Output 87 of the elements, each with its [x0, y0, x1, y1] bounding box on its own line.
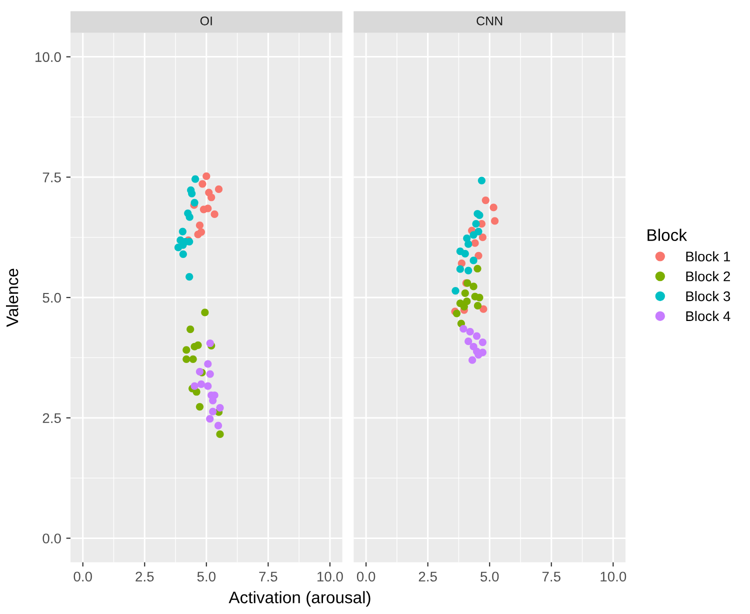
- point: [468, 356, 476, 364]
- point: [190, 198, 198, 206]
- point: [464, 240, 472, 248]
- point: [189, 355, 197, 363]
- point: [461, 289, 469, 297]
- point: [197, 380, 206, 388]
- point: [179, 250, 187, 258]
- legend-label: Block 1: [686, 251, 730, 262]
- point: [206, 415, 214, 423]
- point: [196, 221, 204, 230]
- point: [478, 234, 486, 242]
- point: [482, 196, 490, 204]
- point: [182, 346, 190, 354]
- point: [490, 217, 499, 225]
- y-tick-label: 0.0: [42, 534, 61, 544]
- point: [470, 231, 478, 239]
- legend-label: Block 2: [686, 271, 730, 282]
- point: [464, 266, 472, 274]
- y-tick-label: 2.5: [42, 413, 61, 424]
- point: [461, 250, 469, 258]
- point: [216, 430, 224, 438]
- point: [470, 282, 478, 290]
- point: [474, 264, 482, 272]
- point: [471, 239, 479, 247]
- legend-label: Block 3: [686, 291, 730, 302]
- point: [204, 204, 212, 212]
- point: [196, 402, 204, 411]
- point: [208, 194, 216, 202]
- point: [196, 368, 204, 376]
- x-tick-label: 2.5: [136, 572, 154, 582]
- point: [194, 230, 202, 238]
- point: [186, 325, 194, 334]
- x-tick-label: 7.5: [259, 572, 278, 582]
- point: [456, 265, 464, 273]
- point: [472, 220, 480, 228]
- point: [472, 332, 481, 340]
- point: [194, 341, 202, 349]
- point: [216, 404, 224, 412]
- point: [476, 294, 484, 302]
- x-tick-label: 7.5: [542, 572, 560, 582]
- point: [458, 260, 466, 268]
- y-tick-label: 10.0: [36, 52, 61, 62]
- point: [460, 302, 468, 310]
- point: [204, 382, 212, 390]
- point: [474, 302, 482, 310]
- x-tick-label: 0.0: [356, 572, 376, 582]
- point: [202, 172, 210, 180]
- point: [214, 185, 223, 193]
- y-axis-title: Valence: [6, 268, 18, 327]
- point: [460, 325, 468, 333]
- point: [452, 286, 460, 295]
- point: [191, 175, 200, 183]
- point: [204, 360, 212, 368]
- x-tick-label: 10.0: [317, 572, 343, 582]
- point: [480, 305, 488, 313]
- x-tick-label: 0.0: [74, 572, 92, 582]
- point: [186, 213, 194, 221]
- chart-title: OI: [200, 16, 212, 26]
- x-tick-label: 2.5: [418, 572, 437, 582]
- point: [190, 382, 198, 390]
- point: [214, 422, 222, 430]
- point: [209, 408, 217, 416]
- chart-title: CNN: [476, 16, 502, 26]
- point: [206, 339, 214, 348]
- x-tick-label: 5.0: [480, 572, 499, 582]
- point: [206, 370, 214, 378]
- point: [464, 338, 472, 346]
- point: [474, 252, 482, 260]
- y-tick-label: 7.5: [42, 172, 61, 182]
- point: [198, 180, 206, 188]
- legend-title: Block: [648, 228, 688, 241]
- x-tick-label: 10.0: [600, 572, 626, 582]
- point: [466, 328, 474, 336]
- point: [490, 204, 498, 212]
- x-tick-label: 5.0: [197, 572, 216, 582]
- point: [478, 338, 486, 346]
- point: [188, 190, 196, 198]
- point: [201, 308, 209, 316]
- point: [210, 210, 218, 218]
- point: [178, 228, 186, 236]
- point: [478, 176, 486, 184]
- point: [186, 273, 194, 281]
- y-tick-label: 5.0: [42, 292, 61, 303]
- point: [470, 256, 478, 264]
- point: [182, 355, 190, 363]
- x-axis-title: Activation (arousal): [228, 591, 370, 607]
- legend-label: Block 4: [686, 310, 730, 322]
